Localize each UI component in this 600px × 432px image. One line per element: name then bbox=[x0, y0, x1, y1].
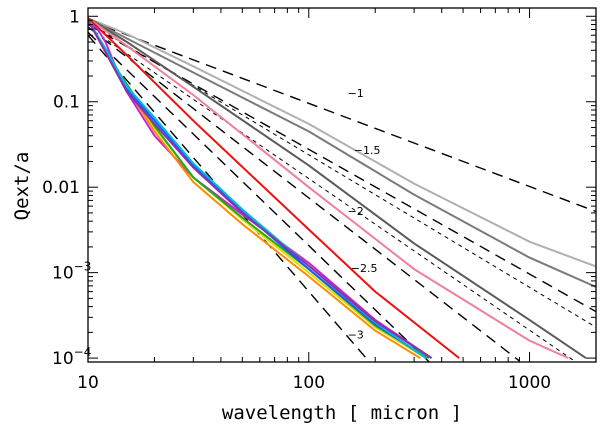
series-orange bbox=[88, 19, 421, 359]
slope-line-1 bbox=[88, 19, 596, 213]
y-tick-label: 1 bbox=[69, 7, 80, 27]
y-tick-exp: −3 bbox=[74, 260, 92, 274]
series-dark-gray bbox=[88, 17, 587, 359]
y-tick-base: 10 bbox=[52, 264, 74, 284]
slope-label-1: −1 bbox=[348, 87, 364, 100]
slope-label-3: −2 bbox=[348, 205, 364, 218]
series-gray bbox=[88, 17, 596, 288]
series-blue bbox=[88, 19, 427, 359]
fine-dashed-2-line bbox=[88, 26, 577, 362]
x-tick-label: 1000 bbox=[508, 373, 551, 393]
y-tick-label: 10−4 bbox=[52, 345, 91, 369]
slope-label-2: −1.5 bbox=[354, 144, 381, 157]
series-pink bbox=[88, 17, 569, 360]
y-tick-label: 0.1 bbox=[53, 93, 80, 113]
x-axis-label: wavelength [ micron ] bbox=[222, 402, 462, 424]
axes bbox=[87, 7, 597, 363]
y-tick-label: 0.01 bbox=[42, 178, 80, 198]
slope-label-5: −3 bbox=[348, 328, 364, 341]
series-red bbox=[88, 17, 460, 359]
series-cyan bbox=[88, 19, 427, 359]
y-tick-exp: −4 bbox=[74, 345, 92, 359]
slope-line-4 bbox=[88, 31, 431, 362]
series-light-gray bbox=[88, 17, 596, 268]
series-magenta bbox=[88, 21, 433, 359]
y-tick-base: 10 bbox=[52, 349, 74, 369]
y-tick-label: 10−3 bbox=[52, 260, 91, 284]
series-yellow bbox=[88, 19, 427, 359]
y-axis-label: Qext/a bbox=[11, 152, 33, 221]
x-tick-label: 100 bbox=[293, 373, 325, 393]
x-tick-label: 10 bbox=[77, 373, 99, 393]
series-green bbox=[88, 19, 430, 359]
plot-frame bbox=[87, 7, 597, 363]
slope-label-4: −2.5 bbox=[351, 262, 378, 275]
plot-area bbox=[88, 17, 596, 362]
series-violet bbox=[88, 19, 433, 359]
slope-line-3 bbox=[88, 26, 520, 362]
